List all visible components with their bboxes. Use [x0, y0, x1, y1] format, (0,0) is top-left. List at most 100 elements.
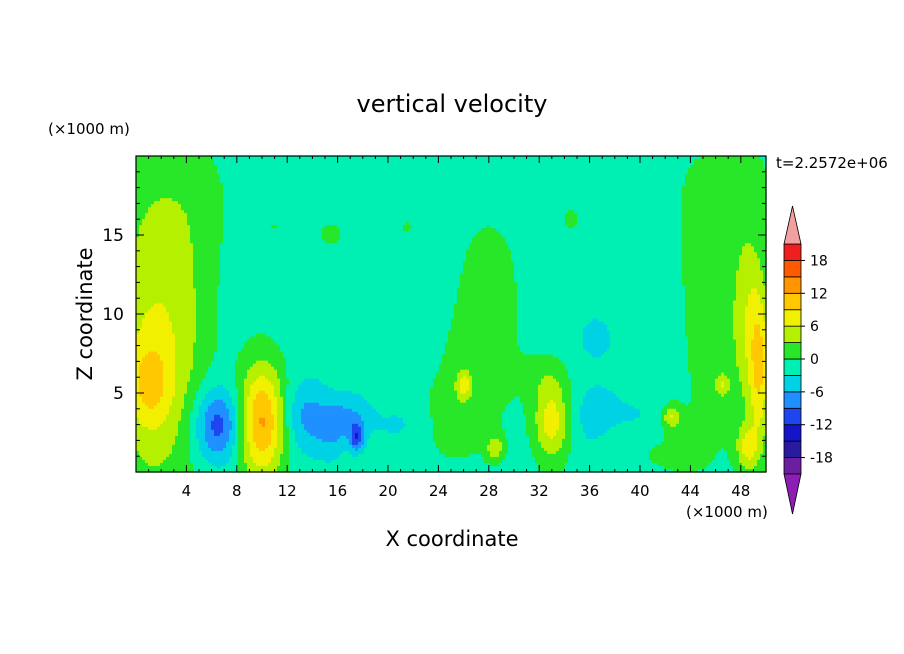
heatmap-cell — [139, 177, 143, 181]
heatmap-cell — [688, 174, 692, 178]
heatmap-cell — [727, 168, 731, 172]
heatmap-cell — [424, 159, 428, 163]
heatmap-cell — [556, 174, 560, 178]
heatmap-cell — [757, 183, 761, 187]
heatmap-cell — [376, 162, 380, 166]
heatmap-cell — [682, 159, 686, 163]
heatmap-cell — [742, 159, 746, 163]
heatmap-cell — [724, 156, 728, 160]
heatmap-cell — [274, 180, 278, 184]
heatmap-cell — [652, 168, 656, 172]
heatmap-cell — [184, 177, 188, 181]
heatmap-cell — [451, 186, 455, 190]
heatmap-cell — [487, 171, 491, 175]
heatmap-cell — [751, 156, 755, 160]
heatmap-cell — [637, 174, 641, 178]
heatmap-cell — [184, 156, 188, 160]
heatmap-cell — [226, 165, 230, 169]
heatmap-cell — [481, 159, 485, 163]
heatmap-cell — [160, 162, 164, 166]
heatmap-cell — [199, 162, 203, 166]
heatmap-cell — [619, 156, 623, 160]
heatmap-cell — [523, 183, 527, 187]
heatmap-cell — [250, 180, 254, 184]
heatmap-cell — [352, 177, 356, 181]
heatmap-cell — [250, 186, 254, 190]
heatmap-cell — [367, 177, 371, 181]
heatmap-cell — [232, 186, 236, 190]
heatmap-cell — [442, 177, 446, 181]
heatmap-cell — [712, 177, 716, 181]
heatmap-cell — [595, 159, 599, 163]
heatmap-cell — [259, 159, 263, 163]
heatmap-cell — [694, 162, 698, 166]
heatmap-cell — [679, 177, 683, 181]
heatmap-cell — [493, 171, 497, 175]
heatmap-cell — [709, 183, 713, 187]
heatmap-cell — [757, 162, 761, 166]
heatmap-cell — [253, 183, 257, 187]
heatmap-cell — [685, 156, 689, 160]
heatmap-cell — [310, 180, 314, 184]
heatmap-cell — [541, 165, 545, 169]
heatmap-cell — [490, 174, 494, 178]
heatmap-cell — [532, 180, 536, 184]
heatmap-cell — [454, 159, 458, 163]
heatmap-cell — [208, 171, 212, 175]
heatmap-cell — [229, 165, 233, 169]
heatmap-cell — [172, 183, 176, 187]
heatmap-cell — [490, 156, 494, 160]
heatmap-cell — [583, 183, 587, 187]
heatmap-cell — [292, 174, 296, 178]
heatmap-cell — [433, 165, 437, 169]
heatmap-cell — [631, 183, 635, 187]
heatmap-cell — [727, 174, 731, 178]
heatmap-cell — [559, 174, 563, 178]
heatmap-cell — [274, 168, 278, 172]
heatmap-cell — [658, 177, 662, 181]
heatmap-cell — [265, 186, 269, 190]
heatmap-cell — [391, 186, 395, 190]
heatmap-cell — [196, 183, 200, 187]
heatmap-cell — [355, 174, 359, 178]
heatmap-cell — [139, 171, 143, 175]
heatmap-cell — [337, 156, 341, 160]
heatmap-cell — [289, 165, 293, 169]
heatmap-cell — [211, 162, 215, 166]
heatmap-cell — [403, 165, 407, 169]
heatmap-cell — [427, 156, 431, 160]
heatmap-cell — [403, 168, 407, 172]
heatmap-cell — [313, 156, 317, 160]
heatmap-cell — [442, 162, 446, 166]
heatmap-cell — [379, 186, 383, 190]
heatmap-cell — [535, 159, 539, 163]
heatmap-cell — [445, 171, 449, 175]
heatmap-cell — [517, 171, 521, 175]
heatmap-cell — [499, 168, 503, 172]
heatmap-cell — [448, 171, 452, 175]
heatmap-cell — [706, 165, 710, 169]
heatmap-cell — [340, 183, 344, 187]
heatmap-cell — [424, 183, 428, 187]
heatmap-cell — [208, 177, 212, 181]
heatmap-cell — [145, 168, 149, 172]
heatmap-cell — [619, 183, 623, 187]
heatmap-cell — [226, 159, 230, 163]
heatmap-cell — [373, 183, 377, 187]
heatmap-cell — [487, 174, 491, 178]
heatmap-cell — [529, 174, 533, 178]
heatmap-cell — [358, 177, 362, 181]
heatmap-cell — [268, 186, 272, 190]
heatmap-cell — [430, 159, 434, 163]
heatmap-cell — [736, 159, 740, 163]
heatmap-cell — [199, 183, 203, 187]
heatmap-cell — [511, 162, 515, 166]
heatmap-cell — [265, 180, 269, 184]
heatmap-cell — [343, 186, 347, 190]
heatmap-cell — [292, 186, 296, 190]
heatmap-cell — [415, 180, 419, 184]
heatmap-cell — [349, 165, 353, 169]
heatmap-cell — [454, 165, 458, 169]
heatmap-cell — [466, 159, 470, 163]
heatmap-cell — [388, 156, 392, 160]
